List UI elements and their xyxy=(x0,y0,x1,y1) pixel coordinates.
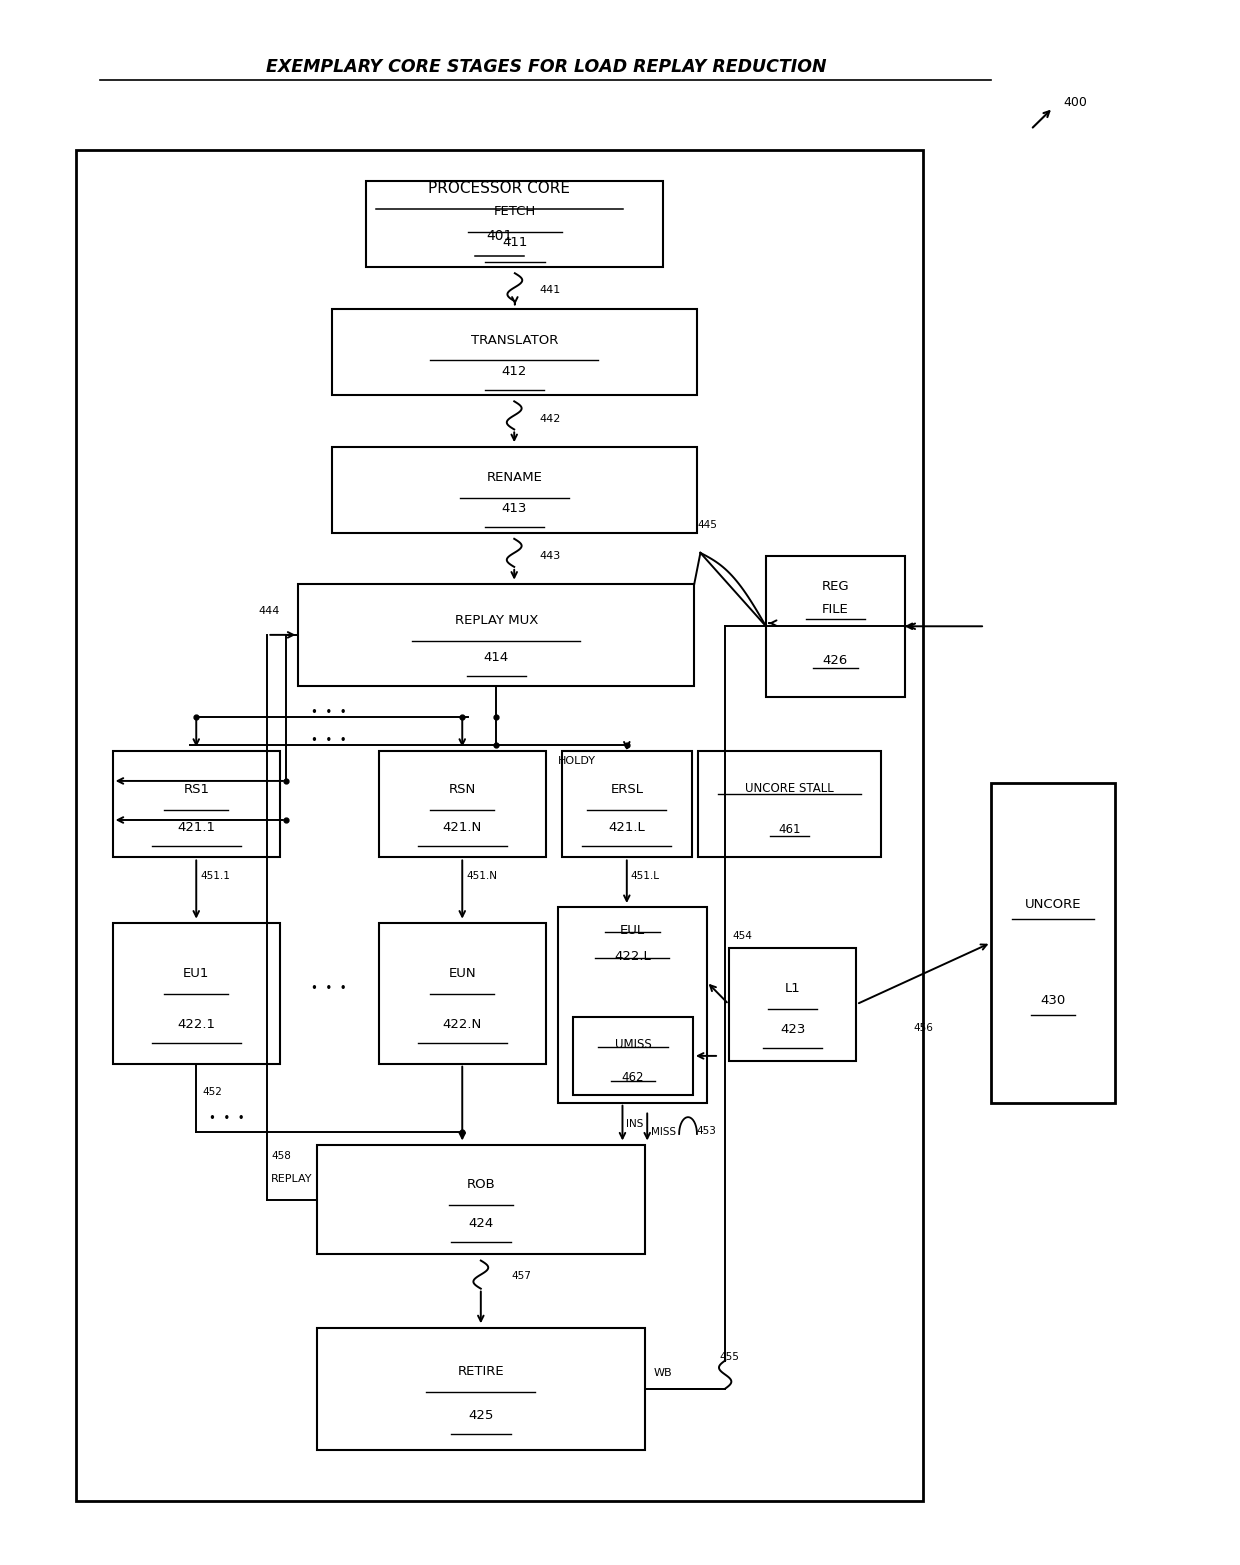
Bar xyxy=(698,751,882,858)
Text: ROB: ROB xyxy=(466,1178,495,1191)
Text: 414: 414 xyxy=(484,651,508,664)
Text: 412: 412 xyxy=(501,365,527,377)
Text: RS1: RS1 xyxy=(184,782,210,797)
Text: 453: 453 xyxy=(697,1125,717,1136)
Text: MISS: MISS xyxy=(651,1127,676,1136)
Bar xyxy=(332,310,697,394)
Text: 461: 461 xyxy=(779,823,801,836)
Text: EUN: EUN xyxy=(449,967,476,980)
Text: 443: 443 xyxy=(539,551,560,560)
Text: 451.L: 451.L xyxy=(630,872,660,881)
Text: PROCESSOR CORE: PROCESSOR CORE xyxy=(428,182,570,196)
Text: 430: 430 xyxy=(1040,994,1065,1006)
Bar xyxy=(366,182,663,268)
Text: 401: 401 xyxy=(486,228,512,243)
Text: •  •  •: • • • xyxy=(311,734,347,747)
Bar xyxy=(317,1327,645,1449)
Text: HOLDY: HOLDY xyxy=(558,756,596,765)
Text: 422.1: 422.1 xyxy=(177,1017,216,1031)
Text: RENAME: RENAME xyxy=(486,471,542,484)
Text: EXEMPLARY CORE STAGES FOR LOAD REPLAY REDUCTION: EXEMPLARY CORE STAGES FOR LOAD REPLAY RE… xyxy=(265,58,826,77)
Text: UNCORE: UNCORE xyxy=(1024,898,1081,911)
Text: 455: 455 xyxy=(719,1352,739,1363)
Text: 442: 442 xyxy=(539,413,560,424)
Bar xyxy=(729,948,857,1061)
Bar xyxy=(113,923,280,1064)
Text: 444: 444 xyxy=(258,606,280,617)
Bar xyxy=(317,1146,645,1254)
Text: 421.1: 421.1 xyxy=(177,822,216,834)
Text: UMISS: UMISS xyxy=(615,1038,651,1050)
Text: 422.N: 422.N xyxy=(443,1017,482,1031)
Text: 454: 454 xyxy=(733,931,753,941)
Text: 421.N: 421.N xyxy=(443,822,482,834)
Bar xyxy=(573,1017,693,1096)
Text: EU1: EU1 xyxy=(184,967,210,980)
Text: 426: 426 xyxy=(822,654,848,667)
Text: REG: REG xyxy=(821,581,849,593)
Text: RETIRE: RETIRE xyxy=(458,1365,505,1379)
Text: 421.L: 421.L xyxy=(609,822,645,834)
Text: TRANSLATOR: TRANSLATOR xyxy=(470,333,558,346)
Bar xyxy=(558,908,707,1103)
Text: 423: 423 xyxy=(780,1022,805,1036)
Bar xyxy=(299,584,694,685)
Text: 456: 456 xyxy=(914,1024,934,1033)
Text: WB: WB xyxy=(653,1368,672,1379)
Text: 422.L: 422.L xyxy=(614,950,651,962)
Text: 413: 413 xyxy=(501,502,527,515)
Text: FETCH: FETCH xyxy=(494,205,536,219)
Text: 411: 411 xyxy=(502,236,527,249)
Text: 425: 425 xyxy=(469,1408,494,1423)
Text: 451.N: 451.N xyxy=(466,872,497,881)
Bar xyxy=(113,751,280,858)
Text: 458: 458 xyxy=(272,1150,291,1161)
Text: FILE: FILE xyxy=(822,603,848,617)
Bar xyxy=(378,923,546,1064)
Text: •  •  •: • • • xyxy=(210,1111,246,1125)
Bar xyxy=(991,782,1115,1103)
Bar xyxy=(332,446,697,532)
Bar xyxy=(76,150,923,1501)
Text: REPLAY MUX: REPLAY MUX xyxy=(455,613,538,628)
Bar xyxy=(766,556,904,696)
Text: 441: 441 xyxy=(539,285,560,296)
Text: REPLAY: REPLAY xyxy=(272,1174,312,1185)
Text: EUL: EUL xyxy=(620,925,645,937)
Bar xyxy=(378,751,546,858)
Text: 424: 424 xyxy=(469,1218,494,1230)
Text: L1: L1 xyxy=(785,983,801,995)
Text: 451.1: 451.1 xyxy=(200,872,229,881)
Text: 457: 457 xyxy=(512,1271,532,1282)
Text: INS: INS xyxy=(626,1119,644,1128)
Text: •  •  •: • • • xyxy=(311,983,347,995)
Text: •  •  •: • • • xyxy=(311,706,347,718)
Text: 462: 462 xyxy=(621,1072,645,1085)
Text: 400: 400 xyxy=(1063,97,1086,110)
Text: 445: 445 xyxy=(698,520,718,529)
Text: UNCORE STALL: UNCORE STALL xyxy=(745,782,833,795)
Text: 452: 452 xyxy=(202,1086,222,1097)
Text: RSN: RSN xyxy=(449,782,476,797)
Text: ERSL: ERSL xyxy=(610,782,644,797)
Bar xyxy=(562,751,692,858)
